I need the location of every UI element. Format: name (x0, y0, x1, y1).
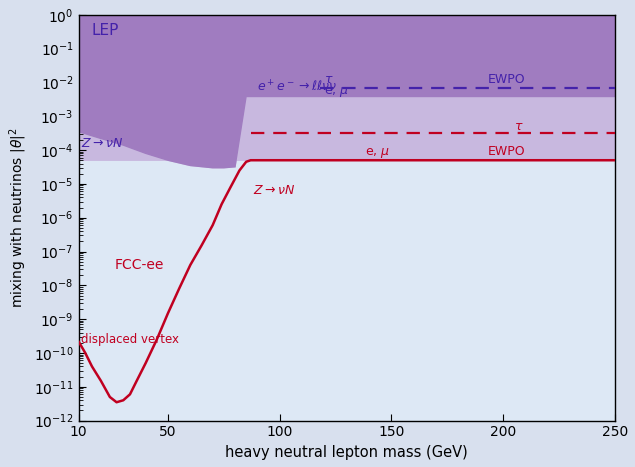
Text: $\tau$: $\tau$ (514, 120, 524, 133)
Text: displaced vertex: displaced vertex (81, 333, 179, 346)
Text: EWPO: EWPO (488, 73, 525, 86)
X-axis label: heavy neutral lepton mass (GeV): heavy neutral lepton mass (GeV) (225, 445, 468, 460)
Text: e, $\mu$: e, $\mu$ (324, 85, 349, 99)
Y-axis label: mixing with neutrinos $|\theta|^2$: mixing with neutrinos $|\theta|^2$ (7, 127, 29, 308)
Text: e, $\mu$: e, $\mu$ (364, 146, 390, 160)
Text: $Z \rightarrow \nu N$: $Z \rightarrow \nu N$ (81, 137, 123, 150)
Text: $\tau$: $\tau$ (324, 73, 334, 86)
Text: EWPO: EWPO (488, 145, 525, 158)
Polygon shape (246, 96, 615, 160)
Polygon shape (79, 15, 246, 168)
Text: FCC-ee: FCC-ee (114, 258, 164, 272)
Text: $Z \rightarrow \nu N$: $Z \rightarrow \nu N$ (253, 184, 295, 197)
Text: $e^+e^- \rightarrow \ell\ell\nu\nu$: $e^+e^- \rightarrow \ell\ell\nu\nu$ (257, 79, 337, 94)
Text: LEP: LEP (92, 23, 119, 38)
Polygon shape (79, 96, 246, 168)
Polygon shape (246, 15, 615, 96)
